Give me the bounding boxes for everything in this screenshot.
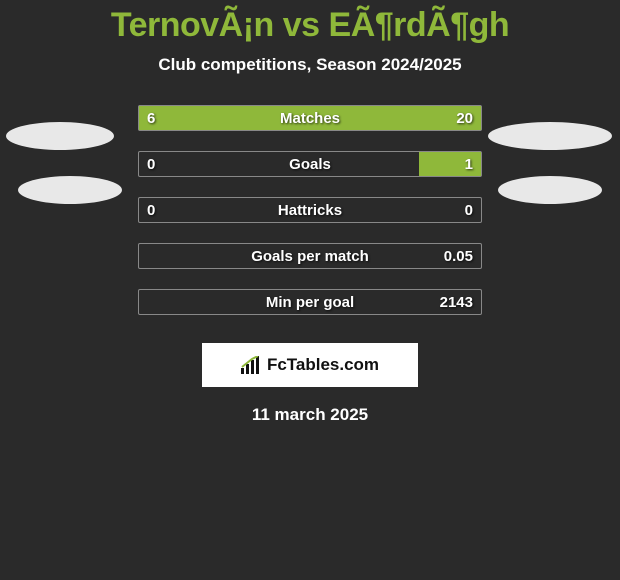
stat-bar-track: Hattricks0 0 — [138, 197, 482, 223]
stat-row: Hattricks0 0 — [0, 197, 620, 243]
chart-icon — [241, 356, 263, 374]
team-logo-placeholder — [6, 122, 114, 150]
stat-value-left: 0 — [147, 152, 155, 176]
stat-value-right: 1 — [465, 152, 473, 176]
team-logo-placeholder — [18, 176, 122, 204]
stat-value-left: 0 — [147, 198, 155, 222]
stat-label: Goals per match — [139, 244, 481, 268]
stat-value-right: 0 — [465, 198, 473, 222]
stat-label: Hattricks — [139, 198, 481, 222]
stat-value-right: 20 — [456, 106, 473, 130]
team-logo-placeholder — [498, 176, 602, 204]
source-logo: FcTables.com — [202, 343, 418, 387]
stat-bar-track: Goals per match0.05 — [138, 243, 482, 269]
stat-bar-track: Goals01 — [138, 151, 482, 177]
stat-row: Min per goal2143 — [0, 289, 620, 335]
snapshot-date: 11 march 2025 — [0, 405, 620, 425]
stat-row: Goals per match0.05 — [0, 243, 620, 289]
stat-bar-track: Min per goal2143 — [138, 289, 482, 315]
comparison-subtitle: Club competitions, Season 2024/2025 — [0, 55, 620, 75]
stat-label: Min per goal — [139, 290, 481, 314]
stat-value-left: 6 — [147, 106, 155, 130]
logo-text: FcTables.com — [267, 355, 379, 375]
stat-value-right: 0.05 — [444, 244, 473, 268]
stat-bar-fill-right — [218, 106, 481, 130]
stat-value-right: 2143 — [440, 290, 473, 314]
team-logo-placeholder — [488, 122, 612, 150]
stat-bar-track: Matches620 — [138, 105, 482, 131]
comparison-title: TernovÃ¡n vs EÃ¶rdÃ¶gh — [0, 6, 620, 45]
